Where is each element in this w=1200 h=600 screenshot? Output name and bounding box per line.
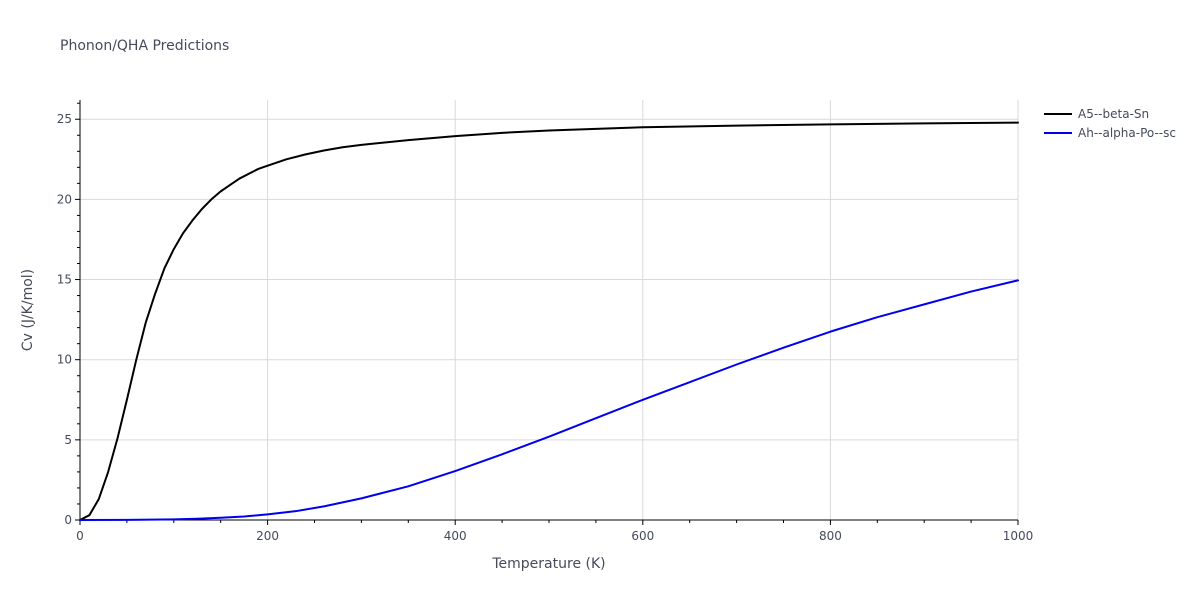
y-axis-title: Cv (J/K/mol)	[20, 269, 36, 351]
x-tick-label: 1000	[1003, 529, 1034, 543]
legend-label: Ah--alpha-Po--sc	[1078, 126, 1176, 140]
legend-item[interactable]: Ah--alpha-Po--sc	[1044, 126, 1176, 140]
legend-item[interactable]: A5--beta-Sn	[1044, 107, 1149, 121]
y-tick-label: 0	[64, 513, 72, 527]
tick-labels: 0 200 400 600 800 1000 0 5 10 15 20 25	[57, 112, 1034, 543]
series-line-0	[79, 121, 1019, 521]
x-tick-label: 0	[76, 529, 84, 543]
x-tick-label: 200	[256, 529, 279, 543]
series-line-1	[79, 279, 1019, 521]
x-axis-title: Temperature (K)	[491, 556, 605, 572]
y-tick-label: 15	[57, 273, 72, 287]
legend[interactable]: A5--beta-Sn Ah--alpha-Po--sc	[1044, 107, 1176, 140]
grid	[80, 100, 1019, 520]
chart-title: Phonon/QHA Predictions	[60, 38, 229, 54]
x-tick-label: 400	[444, 529, 467, 543]
y-tick-label: 10	[57, 353, 72, 367]
axes	[75, 100, 1019, 525]
x-tick-label: 600	[631, 529, 654, 543]
legend-label: A5--beta-Sn	[1078, 107, 1149, 121]
y-tick-label: 20	[57, 192, 72, 206]
y-tick-label: 25	[57, 112, 72, 126]
x-tick-label: 800	[819, 529, 842, 543]
plot-area	[79, 121, 1019, 521]
y-tick-label: 5	[64, 433, 72, 447]
